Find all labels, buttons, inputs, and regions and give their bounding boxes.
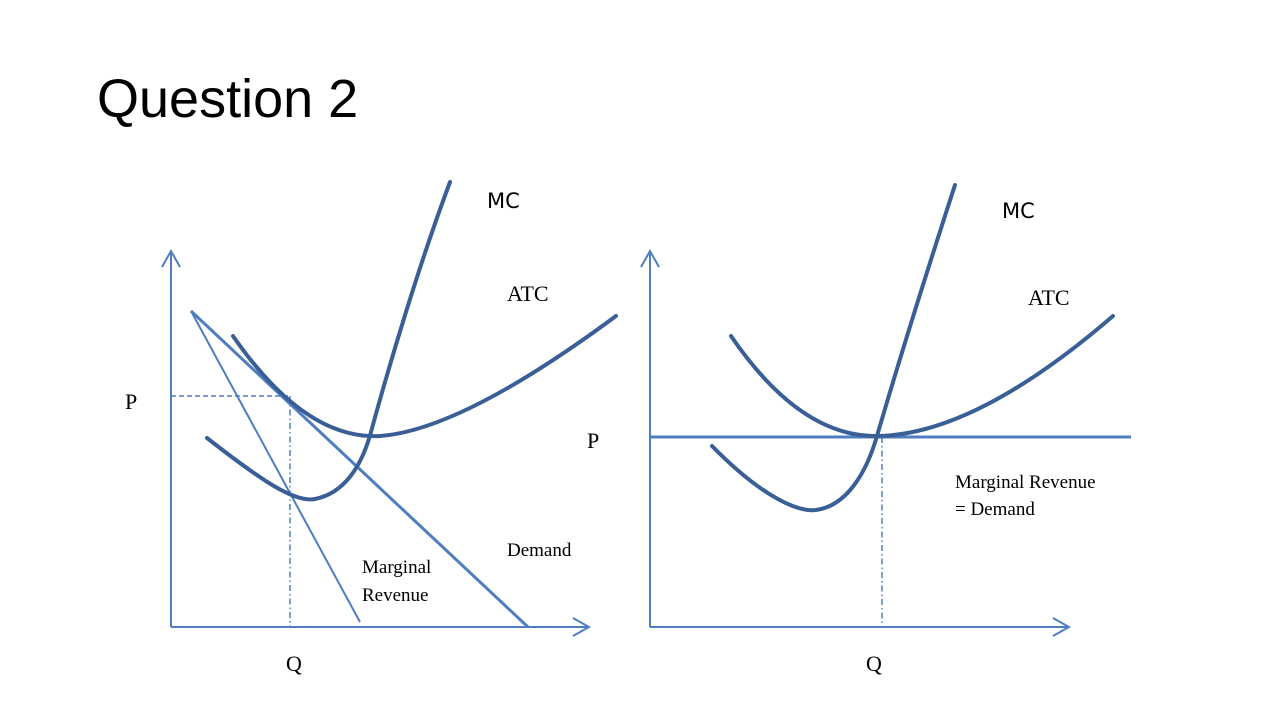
right-mc-label: MC — [1002, 199, 1035, 223]
right-x-axis-arrowhead — [1052, 617, 1072, 637]
right-mr-label-line2: = Demand — [955, 499, 1035, 520]
left-atc-curve — [231, 314, 618, 439]
right-y-axis-arrowhead — [640, 248, 660, 268]
left-x-axis-arrowhead — [572, 617, 592, 637]
right-price-label: P — [587, 428, 599, 453]
right-mc-curve — [710, 183, 957, 513]
right-quantity-label: Q — [866, 651, 882, 676]
right-axes — [640, 248, 1072, 637]
left-demand-label: Demand — [507, 540, 572, 561]
left-diagram: MC ATC P Demand Marginal Revenue Q — [125, 180, 618, 676]
left-y-axis-arrowhead — [161, 248, 181, 268]
left-mr-label-background — [356, 544, 438, 606]
left-marginal-revenue-line — [190, 310, 361, 623]
right-atc-label: ATC — [1028, 285, 1070, 310]
right-diagram: MC ATC P Marginal Revenue = Demand Q — [587, 183, 1131, 676]
left-price-label: P — [125, 389, 137, 414]
left-mr-label-line2: Revenue — [362, 585, 428, 606]
left-mr-label-line1: Marginal — [362, 557, 431, 578]
left-mc-label: MC — [487, 189, 520, 213]
left-mc-curve — [205, 180, 452, 502]
left-axes — [161, 248, 592, 637]
right-atc-curve — [729, 314, 1115, 439]
left-atc-label: ATC — [507, 281, 549, 306]
left-demand-line — [189, 309, 530, 629]
right-mr-label-line1: Marginal Revenue — [955, 472, 1096, 493]
slide-title: Question 2 — [97, 69, 359, 129]
left-quantity-label: Q — [286, 651, 302, 676]
